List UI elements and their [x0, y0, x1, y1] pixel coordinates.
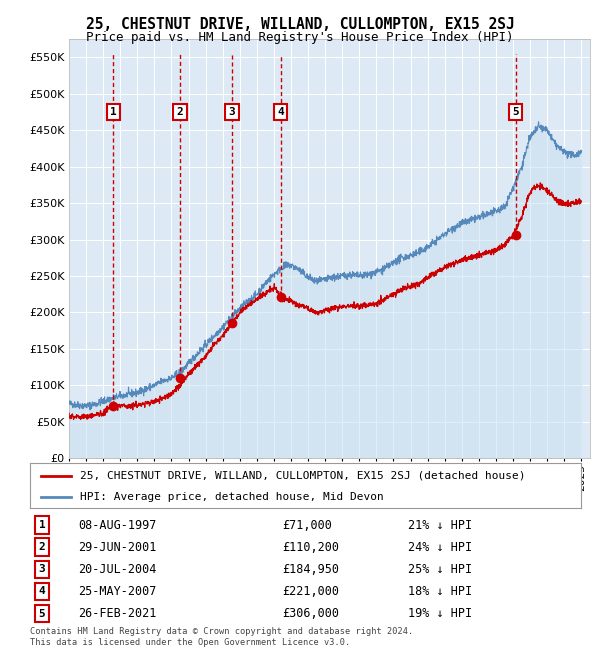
Text: 1: 1 [38, 520, 46, 530]
Text: 25, CHESTNUT DRIVE, WILLAND, CULLOMPTON, EX15 2SJ: 25, CHESTNUT DRIVE, WILLAND, CULLOMPTON,… [86, 17, 514, 32]
Text: HPI: Average price, detached house, Mid Devon: HPI: Average price, detached house, Mid … [80, 492, 383, 502]
Text: 3: 3 [38, 564, 46, 575]
Text: 1: 1 [110, 107, 117, 117]
Text: 25-MAY-2007: 25-MAY-2007 [78, 585, 157, 598]
Text: 08-AUG-1997: 08-AUG-1997 [78, 519, 157, 532]
Text: 26-FEB-2021: 26-FEB-2021 [78, 607, 157, 620]
Text: 2: 2 [38, 542, 46, 552]
Text: 24% ↓ HPI: 24% ↓ HPI [408, 541, 472, 554]
Text: 25, CHESTNUT DRIVE, WILLAND, CULLOMPTON, EX15 2SJ (detached house): 25, CHESTNUT DRIVE, WILLAND, CULLOMPTON,… [80, 471, 525, 480]
Text: 19% ↓ HPI: 19% ↓ HPI [408, 607, 472, 620]
Text: 29-JUN-2001: 29-JUN-2001 [78, 541, 157, 554]
Text: 3: 3 [229, 107, 235, 117]
Text: £306,000: £306,000 [282, 607, 339, 620]
Text: £71,000: £71,000 [282, 519, 332, 532]
Text: 20-JUL-2004: 20-JUL-2004 [78, 563, 157, 576]
Text: 25% ↓ HPI: 25% ↓ HPI [408, 563, 472, 576]
Text: £221,000: £221,000 [282, 585, 339, 598]
Text: 21% ↓ HPI: 21% ↓ HPI [408, 519, 472, 532]
Text: Price paid vs. HM Land Registry's House Price Index (HPI): Price paid vs. HM Land Registry's House … [86, 31, 514, 44]
Text: 18% ↓ HPI: 18% ↓ HPI [408, 585, 472, 598]
Text: Contains HM Land Registry data © Crown copyright and database right 2024.
This d: Contains HM Land Registry data © Crown c… [30, 627, 413, 647]
Text: 4: 4 [38, 586, 46, 597]
Text: 5: 5 [38, 608, 46, 619]
Text: 4: 4 [277, 107, 284, 117]
Text: £110,200: £110,200 [282, 541, 339, 554]
Text: £184,950: £184,950 [282, 563, 339, 576]
Text: 2: 2 [176, 107, 183, 117]
Text: 5: 5 [512, 107, 519, 117]
